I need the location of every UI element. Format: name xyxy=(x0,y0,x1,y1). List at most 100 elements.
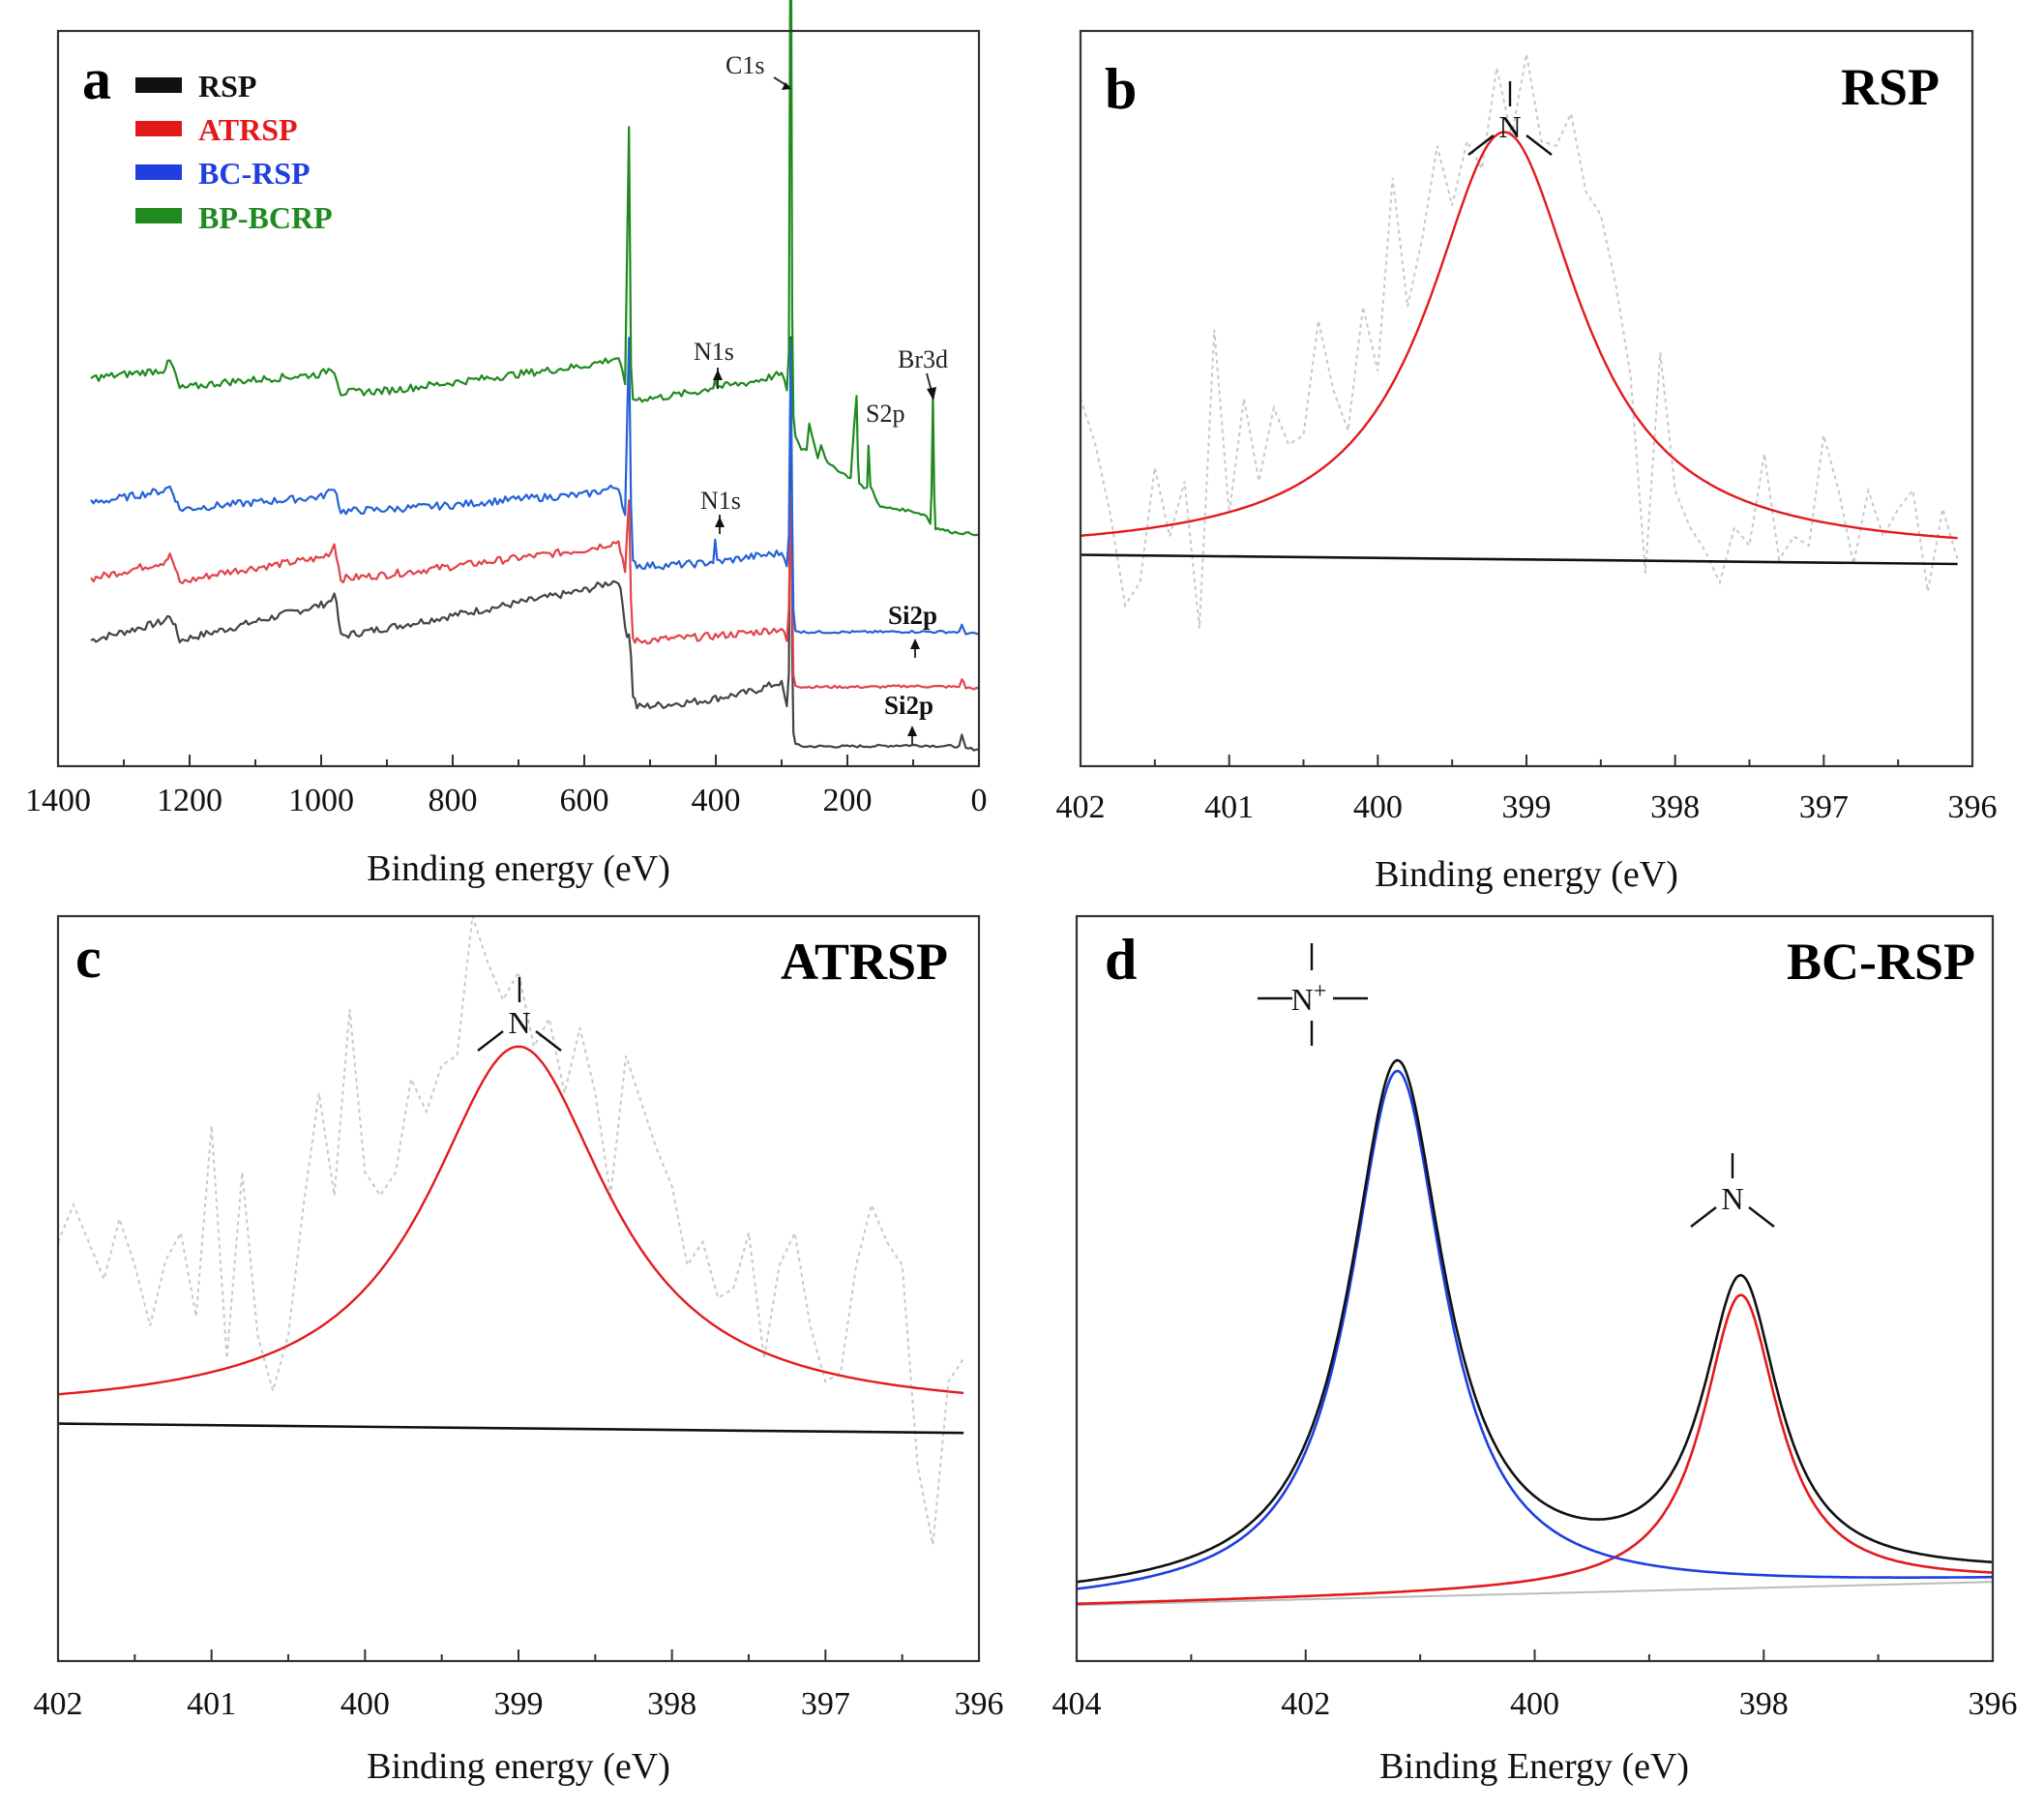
panel-b-frame xyxy=(1079,29,1974,768)
panel-a-x-tick-label: 0 xyxy=(971,783,988,818)
panel-c-structure: N xyxy=(477,977,562,1052)
panel-a-plot-area xyxy=(90,0,980,752)
nitrogen-label: N xyxy=(508,1005,530,1040)
panel-d-x-axis-label: Binding Energy (eV) xyxy=(1379,1746,1689,1787)
annotation-c1s-arrowhead xyxy=(782,82,791,90)
annotation-br3d: Br3d xyxy=(898,345,948,373)
legend-swatch-bc-rsp xyxy=(135,164,182,180)
nitrogen-plus-label: N+ xyxy=(1291,979,1327,1017)
panel-b-x-axis-label: Binding energy (eV) xyxy=(1375,854,1678,895)
panel-a-annotations: C1s N1s Br3d S2p N1s Si2p Si2p xyxy=(694,51,948,745)
panel-d-tertiary-structure: N xyxy=(1690,1153,1775,1228)
panel-d-x-tick-label: 400 xyxy=(1510,1686,1559,1722)
background-line xyxy=(57,1422,964,1435)
annotation-br3d-arrowhead xyxy=(927,387,936,401)
annotation-si2p-black: Si2p xyxy=(884,691,933,720)
b-x-tick-label: 397 xyxy=(1799,789,1849,825)
fit-curve xyxy=(57,1045,964,1396)
panel-c-title: ATRSP xyxy=(781,933,948,991)
panel-a-x-axis-label: Binding energy (eV) xyxy=(367,848,670,889)
raw-data-line xyxy=(57,915,964,1545)
bond-line xyxy=(1467,134,1495,156)
panel-d: 404 402 400 398 396 d BC-RSP N+ N Binding En… xyxy=(1052,914,2018,1787)
b-x-tick-label: 396 xyxy=(1948,789,1998,825)
c-x-tick-label: 400 xyxy=(341,1686,390,1722)
panel-a-x-tick-label: 600 xyxy=(560,783,609,818)
panel-b-label: b xyxy=(1105,57,1137,121)
panel-c-plot-area xyxy=(57,915,964,1545)
panel-c-label: c xyxy=(75,926,102,990)
bond-line xyxy=(535,1030,562,1052)
c-x-tick-label: 402 xyxy=(34,1686,83,1722)
series-line-atrsp xyxy=(90,490,980,691)
panel-a-legend: RSP ATRSP BC-RSP BP-BCRP xyxy=(135,69,333,235)
legend-swatch-bp-bcrp xyxy=(135,208,182,223)
panel-a-x-tick-label: 1200 xyxy=(157,783,222,818)
legend-swatch-atrsp xyxy=(135,121,182,136)
fit-curve xyxy=(1080,131,1958,540)
envelope-curve xyxy=(1076,1058,1994,1584)
panel-a-x-ticks: 1400 1200 1000 800 600 400 200 0 xyxy=(25,755,988,818)
b-x-tick-label: 401 xyxy=(1204,789,1254,825)
b-x-tick-label: 402 xyxy=(1056,789,1106,825)
panel-c-x-ticks: 402 401 400 399 398 397 396 xyxy=(34,1649,1004,1722)
panel-b-structure: N xyxy=(1467,81,1553,156)
nitrogen-label: N xyxy=(1498,109,1521,144)
panel-b: 402 401 400 399 398 397 396 b RSP N Binding en… xyxy=(1056,29,1998,895)
panel-d-plot-area xyxy=(1076,1058,1994,1607)
c-x-tick-label: 397 xyxy=(801,1686,850,1722)
b-x-tick-label: 400 xyxy=(1353,789,1403,825)
panel-a-x-tick-label: 1000 xyxy=(288,783,354,818)
panel-d-x-tick-label: 398 xyxy=(1739,1686,1789,1722)
annotation-si2p-red: Si2p xyxy=(888,601,937,630)
legend-label-rsp: RSP xyxy=(198,69,256,104)
panel-d-label: d xyxy=(1105,928,1137,992)
legend-swatch-rsp xyxy=(135,77,182,93)
panel-b-title: RSP xyxy=(1841,58,1940,116)
bond-line xyxy=(1526,134,1553,156)
background-line xyxy=(1076,1581,1993,1607)
panel-a-frame xyxy=(56,29,981,768)
c-x-tick-label: 401 xyxy=(187,1686,236,1722)
background-line xyxy=(1080,553,1958,566)
annotation-n1s-blue: N1s xyxy=(700,487,741,515)
panel-a-label: a xyxy=(82,47,111,111)
panel-a-x-tick-label: 400 xyxy=(692,783,741,818)
panel-d-quaternary-structure: N+ xyxy=(1258,943,1368,1046)
panel-d-x-ticks: 404 402 400 398 396 xyxy=(1052,1649,2018,1722)
bond-line xyxy=(477,1030,504,1052)
c-x-tick-label: 398 xyxy=(647,1686,696,1722)
panel-d-x-tick-label: 404 xyxy=(1052,1686,1102,1722)
bond-line xyxy=(1690,1206,1717,1228)
legend-label-atrsp: ATRSP xyxy=(198,112,298,147)
panel-d-x-tick-label: 402 xyxy=(1281,1686,1330,1722)
panel-a: 1400 1200 1000 800 600 400 200 0 a RSP ATRSP BC… xyxy=(25,0,988,889)
legend-label-bc-rsp: BC-RSP xyxy=(198,156,311,191)
series-line-bp-bcrp xyxy=(90,0,980,537)
b-x-tick-label: 399 xyxy=(1502,789,1552,825)
series-line-rsp xyxy=(90,336,980,752)
panel-d-x-tick-label: 396 xyxy=(1969,1686,2018,1722)
annotation-si2p-black-arrowhead xyxy=(907,726,917,736)
annotation-si2p-red-arrowhead xyxy=(910,638,920,649)
raw-data-line xyxy=(1080,53,1959,629)
legend-label-bp-bcrp: BP-BCRP xyxy=(198,200,333,235)
fit-curve-quaternary-n xyxy=(1076,1069,1993,1590)
annotation-n1s-green: N1s xyxy=(694,338,734,366)
panel-d-frame xyxy=(1075,914,1995,1663)
panel-a-x-tick-label: 800 xyxy=(429,783,478,818)
c-x-tick-label: 399 xyxy=(494,1686,544,1722)
b-x-tick-label: 398 xyxy=(1650,789,1700,825)
c-x-tick-label: 396 xyxy=(955,1686,1004,1722)
panel-d-title: BC-RSP xyxy=(1787,933,1975,991)
annotation-c1s: C1s xyxy=(726,51,764,79)
panel-b-x-ticks: 402 401 400 399 398 397 396 xyxy=(1056,755,1998,825)
fit-curve-tertiary-n xyxy=(1076,1293,1994,1606)
panel-c-x-axis-label: Binding energy (eV) xyxy=(367,1746,670,1787)
series-line-bc-rsp xyxy=(90,337,980,636)
panel-c: 402 401 400 399 398 397 396 c ATRSP N Binding … xyxy=(34,914,1004,1787)
annotation-n1s-blue-arrowhead xyxy=(715,517,725,527)
annotation-s2p: S2p xyxy=(866,400,904,428)
nitrogen-label: N xyxy=(1721,1181,1743,1216)
